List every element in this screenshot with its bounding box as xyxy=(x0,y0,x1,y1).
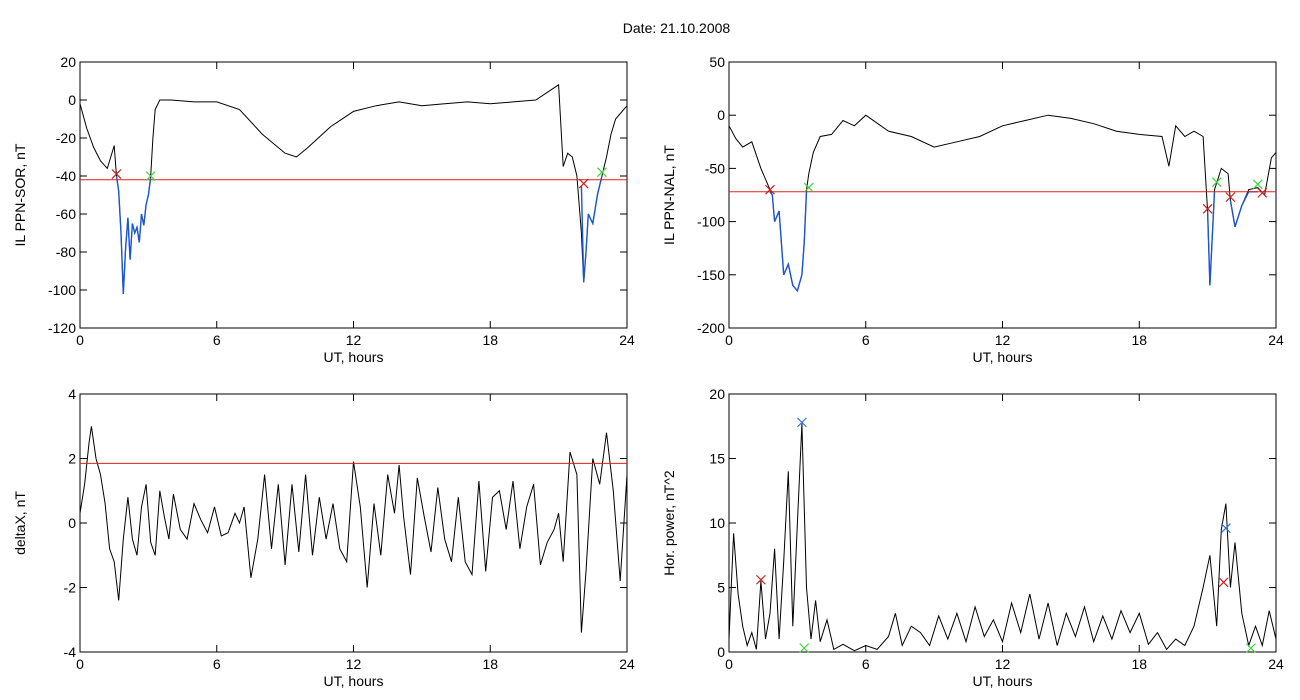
event-marker xyxy=(1218,577,1229,588)
y-tick-label: 10 xyxy=(709,515,725,531)
event-marker xyxy=(145,171,156,181)
y-tick-label: 0 xyxy=(717,107,725,123)
event-marker xyxy=(797,417,807,428)
y-tick-label: -2 xyxy=(64,580,77,596)
y-tick-label: 0 xyxy=(68,515,76,531)
event-marker xyxy=(1225,192,1236,203)
chart-panel-1: 0 6 12 18 24 20 0 -20 -40 -60 -80 -100 -120 UT, hours… xyxy=(12,54,635,365)
series-line-2 xyxy=(115,175,152,294)
y-axis-label: deltaX, nT xyxy=(12,491,28,555)
y-tick-label: -80 xyxy=(56,244,76,260)
event-marker xyxy=(1211,177,1222,188)
x-tick-label: 18 xyxy=(1131,332,1147,348)
event-marker xyxy=(597,167,607,178)
x-tick-label: 12 xyxy=(346,656,362,672)
figure-title: Date: 21.10.2008 xyxy=(622,20,731,36)
plot-frame xyxy=(728,393,1277,653)
event-marker xyxy=(803,182,814,193)
plot-frame xyxy=(728,61,1277,329)
y-tick-label: -200 xyxy=(697,320,725,336)
series-line-3 xyxy=(580,175,603,283)
event-marker xyxy=(1202,203,1213,214)
y-tick-label: -60 xyxy=(56,206,76,222)
x-tick-label: 24 xyxy=(1268,656,1284,672)
x-tick-label: 6 xyxy=(862,656,870,672)
series-line-1 xyxy=(79,426,628,633)
x-tick-label: 18 xyxy=(482,656,498,672)
series-line-3 xyxy=(1206,191,1216,286)
event-marker xyxy=(111,169,122,180)
x-tick-label: 6 xyxy=(213,332,221,348)
y-axis-label: IL PPN-SOR, nT xyxy=(12,143,28,246)
chart-panel-3: 0 6 12 18 24 4 2 0 -2 -4 UT, hours deltaX, nT xyxy=(12,386,635,689)
x-tick-label: 18 xyxy=(482,332,498,348)
y-tick-label: 20 xyxy=(60,54,76,70)
x-tick-label: 24 xyxy=(619,656,635,672)
y-axis-label: Hor. power, nT^2 xyxy=(661,470,677,576)
y-tick-label: -50 xyxy=(705,160,725,176)
event-marker xyxy=(578,178,589,189)
series-line-2 xyxy=(769,191,808,293)
x-tick-label: 6 xyxy=(213,656,221,672)
series-line-1 xyxy=(728,114,1277,292)
x-tick-label: 0 xyxy=(76,656,84,672)
event-marker xyxy=(1220,523,1231,534)
x-tick-label: 0 xyxy=(725,332,733,348)
y-tick-label: 15 xyxy=(709,451,725,467)
x-tick-label: 12 xyxy=(346,332,362,348)
y-tick-label: 0 xyxy=(717,644,725,660)
x-axis-label: UT, hours xyxy=(324,673,384,689)
event-marker xyxy=(1252,179,1263,190)
y-tick-label: -100 xyxy=(697,214,725,230)
y-tick-label: 4 xyxy=(68,386,76,402)
event-marker xyxy=(755,574,766,585)
x-axis-label: UT, hours xyxy=(973,673,1033,689)
x-axis-label: UT, hours xyxy=(324,349,384,365)
y-tick-label: 50 xyxy=(709,54,725,70)
series-line-1 xyxy=(728,423,1277,652)
y-tick-label: 5 xyxy=(717,580,725,596)
x-tick-label: 12 xyxy=(995,656,1011,672)
y-tick-label: 0 xyxy=(68,92,76,108)
x-tick-label: 24 xyxy=(1268,332,1284,348)
chart-panel-2: 0 6 12 18 24 50 0 -50 -100 -150 -200 UT, hours IL PP… xyxy=(661,54,1284,365)
plot-frame xyxy=(79,61,628,329)
event-marker xyxy=(1257,187,1268,198)
y-tick-label: -20 xyxy=(56,130,76,146)
series-line-4 xyxy=(1229,191,1258,228)
x-tick-label: 0 xyxy=(76,332,84,348)
y-axis-label: IL PPN-NAL, nT xyxy=(661,145,677,245)
x-tick-label: 6 xyxy=(862,332,870,348)
x-tick-label: 12 xyxy=(995,332,1011,348)
x-tick-label: 24 xyxy=(619,332,635,348)
x-tick-label: 18 xyxy=(1131,656,1147,672)
y-tick-label: -4 xyxy=(64,644,77,660)
event-marker xyxy=(1246,643,1256,654)
series-line-1 xyxy=(79,83,628,294)
plot-frame xyxy=(79,393,628,653)
x-tick-label: 0 xyxy=(725,656,733,672)
y-tick-label: -120 xyxy=(48,320,76,336)
y-tick-label: -150 xyxy=(697,267,725,283)
y-tick-label: 20 xyxy=(709,386,725,402)
chart-panel-4: 0 6 12 18 24 20 15 10 5 0 UT, hours Hor. power, nT^… xyxy=(661,386,1284,689)
event-marker xyxy=(799,643,810,654)
x-axis-label: UT, hours xyxy=(973,349,1033,365)
y-tick-label: 2 xyxy=(68,451,76,467)
y-tick-label: -40 xyxy=(56,168,76,184)
event-marker xyxy=(765,184,775,195)
y-tick-label: -100 xyxy=(48,282,76,298)
